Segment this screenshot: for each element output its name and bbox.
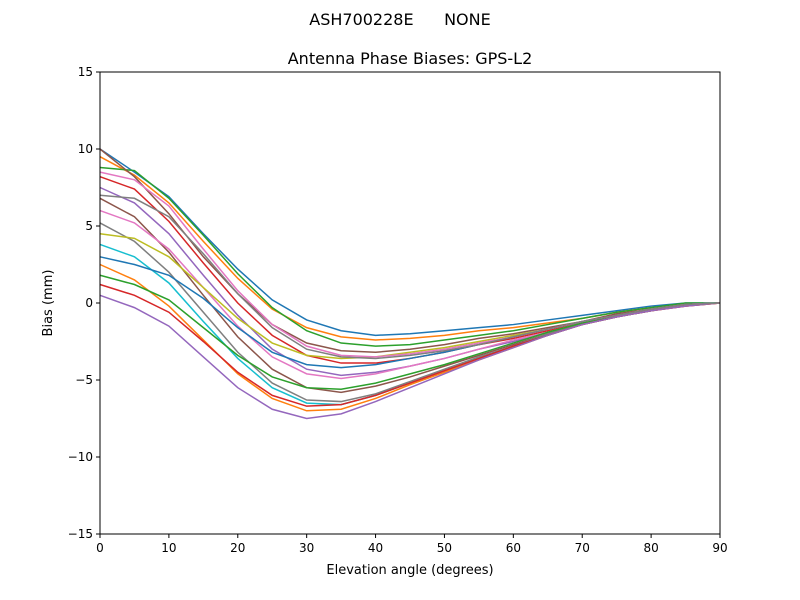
x-tick-label: 20 (230, 541, 245, 555)
axes-frame (99, 71, 721, 535)
series-line (99, 294, 721, 420)
x-tick-label: 60 (506, 541, 521, 555)
series-line (99, 197, 721, 394)
y-tick-label: 15 (78, 65, 93, 79)
x-tick-label: 30 (299, 541, 314, 555)
x-tick-label: 50 (437, 541, 452, 555)
x-tick-label: 10 (161, 541, 176, 555)
y-tick-label: 5 (85, 219, 93, 233)
series-line (99, 263, 721, 412)
series-lines (99, 148, 721, 420)
x-tick-label: 80 (643, 541, 658, 555)
chart-title: Antenna Phase Biases: GPS-L2 (288, 49, 533, 68)
series-line (99, 148, 721, 354)
y-tick-label: −10 (68, 450, 93, 464)
y-axis-label: Bias (mm) (41, 270, 56, 337)
series-line (99, 232, 721, 360)
x-tick-label: 40 (368, 541, 383, 555)
x-tick-label: 90 (712, 541, 727, 555)
series-line (99, 243, 721, 406)
y-tick-label: 0 (85, 296, 93, 310)
x-tick-label: 70 (575, 541, 590, 555)
figure-suptitle: ASH700228E NONE (309, 10, 491, 29)
y-tick-label: −15 (68, 527, 93, 541)
series-line (99, 176, 721, 364)
axis-ticks: 0 10 20 30 40 50 60 70 80 90 −15 −10 −5 0 5 10 15 (68, 65, 728, 555)
y-tick-label: −5 (75, 373, 93, 387)
series-line (99, 194, 721, 360)
series-line (99, 148, 720, 337)
y-tick-label: 10 (78, 142, 93, 156)
x-axis-label: Elevation angle (degrees) (326, 563, 493, 578)
x-tick-label: 0 (96, 541, 104, 555)
series-line (99, 166, 720, 347)
